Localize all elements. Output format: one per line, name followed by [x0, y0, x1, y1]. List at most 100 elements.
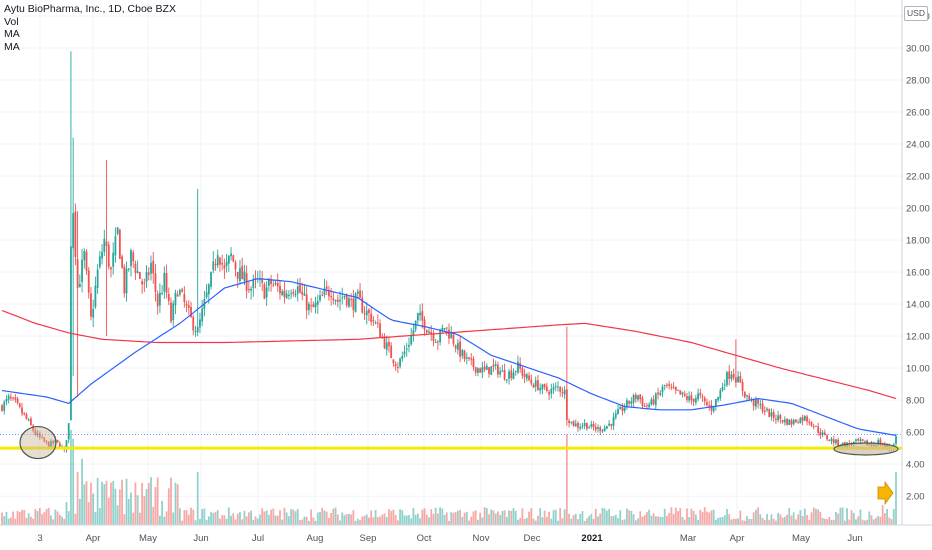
volume-bar: [690, 508, 693, 525]
volume-bar: [281, 519, 284, 525]
volume-bar: [223, 515, 226, 525]
candle-body: [748, 395, 751, 400]
candle-body: [752, 399, 755, 406]
volume-bar: [721, 516, 724, 525]
candle-body: [730, 374, 733, 380]
candle-body: [352, 298, 355, 311]
candle-body: [174, 292, 177, 306]
moving-average-fast-line: [1, 278, 897, 436]
volume-bar: [861, 519, 864, 525]
candle-body: [270, 280, 272, 284]
volume-bar: [158, 515, 161, 525]
candle-body: [477, 368, 479, 373]
volume-bar: [296, 509, 299, 525]
candle-body: [147, 272, 150, 275]
volume-bar: [681, 517, 684, 525]
volume-bar: [872, 519, 875, 525]
price-axis[interactable]: 2.00 4.00 6.00 8.00 10.00 12.00 14.00 16.00 18.0…: [906, 12, 930, 503]
currency-badge[interactable]: USD: [904, 6, 928, 21]
volume-bar: [194, 520, 197, 525]
volume-bar: [227, 507, 230, 525]
volume-bar: [421, 509, 424, 525]
candle-body: [770, 412, 773, 417]
volume-bar: [12, 511, 15, 525]
candle-body: [563, 389, 566, 395]
volume-bar: [499, 515, 502, 525]
volume-bar: [454, 512, 457, 525]
candle-body: [196, 327, 199, 333]
candle-body: [316, 301, 319, 305]
volume-bar: [67, 511, 70, 525]
candle-body: [741, 381, 744, 392]
candle-body: [666, 384, 668, 386]
candle-body: [703, 397, 706, 402]
volume-bar: [201, 509, 204, 525]
candle-body: [726, 372, 728, 385]
volume-bar: [761, 518, 764, 525]
volume-bar: [717, 517, 719, 525]
candle-body: [668, 384, 671, 386]
candle-body: [434, 342, 437, 344]
volume-bar: [176, 484, 179, 525]
candle-body: [788, 419, 791, 425]
candle-body: [219, 257, 221, 265]
candle-body: [721, 387, 724, 391]
candle-body: [488, 367, 490, 374]
candle-body: [521, 368, 524, 376]
ma-indicator-label-2[interactable]: MA: [4, 40, 20, 53]
volume-bar: [127, 499, 130, 525]
candle-body: [768, 408, 771, 418]
volume-bar: [432, 513, 435, 525]
volume-bar: [850, 510, 853, 525]
volume-bar: [468, 520, 470, 525]
candle-body: [605, 426, 608, 429]
candle-body: [550, 388, 553, 394]
candle-body: [617, 408, 619, 414]
volume-bar: [341, 512, 344, 525]
candle-body: [339, 299, 341, 302]
candle-body: [43, 437, 46, 442]
candle-body: [588, 427, 591, 429]
volume-indicator-label[interactable]: Vol: [4, 15, 19, 28]
candle-body: [321, 295, 324, 297]
volume-bar: [817, 509, 820, 525]
candle-body: [183, 293, 186, 303]
volume-bar: [605, 510, 608, 525]
volume-bar: [241, 519, 244, 525]
candle-body: [118, 229, 121, 259]
volume-bar: [585, 518, 588, 525]
volume-bar: [730, 519, 733, 525]
volume-bar: [376, 517, 379, 525]
volume-bar: [830, 519, 833, 525]
candle-body: [365, 310, 368, 316]
volume-bar: [230, 515, 232, 525]
candle-body: [143, 282, 146, 284]
candle-body: [12, 397, 15, 399]
volume-bar: [434, 507, 437, 525]
y-tick-label: 18.00: [906, 236, 930, 247]
volume-bar: [58, 514, 61, 525]
x-tick-label: May: [792, 533, 810, 544]
ma-indicator-label-1[interactable]: MA: [4, 28, 20, 40]
symbol-title[interactable]: Aytu BioPharma, Inc., 1D, Cboe BZX: [4, 3, 176, 15]
y-tick-label: 24.00: [906, 140, 930, 151]
volume-bar: [712, 509, 715, 525]
volume-bar: [710, 510, 713, 525]
time-axis[interactable]: 3 Apr May Jun Jul Aug Sep Oct Nov Dec 2021 Mar Apr Ma…: [37, 533, 862, 544]
candle-body: [199, 319, 201, 328]
volume-bar: [574, 513, 577, 525]
volume-bar: [363, 515, 366, 525]
candle-body: [663, 385, 666, 387]
candle-body: [21, 407, 23, 414]
volume-bar: [187, 514, 190, 525]
volume-bar: [267, 514, 270, 525]
candle-body: [416, 313, 419, 321]
volume-bar: [841, 507, 844, 525]
volume-bar: [123, 514, 126, 525]
candle-body: [263, 284, 266, 299]
volume-bar: [370, 510, 373, 525]
volume-bar: [799, 510, 802, 525]
volume-bar: [299, 520, 301, 525]
volume-bar: [746, 516, 748, 525]
